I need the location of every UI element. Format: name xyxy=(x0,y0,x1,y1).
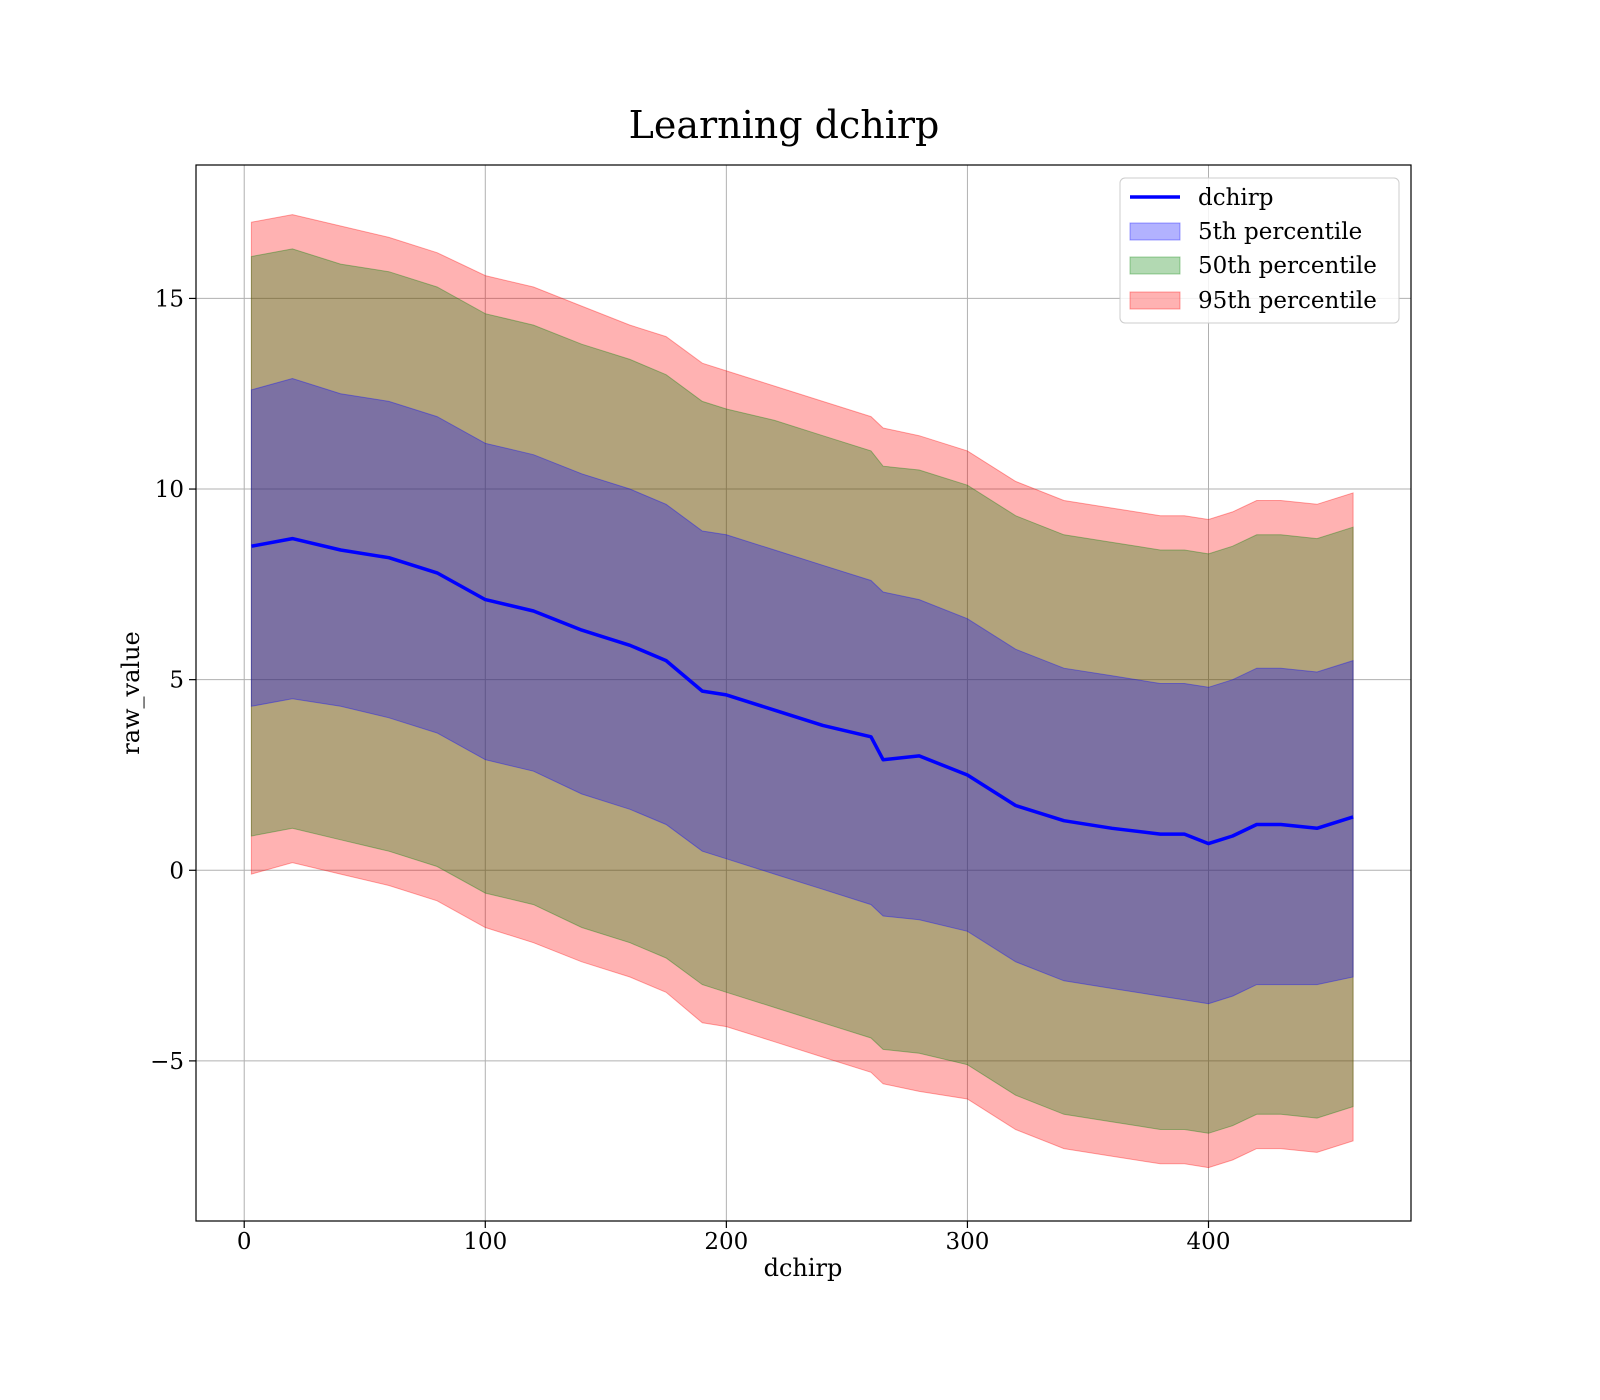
legend-label-dchirp: dchirp xyxy=(1198,185,1274,211)
x-tick-label: 300 xyxy=(945,1229,989,1255)
x-tick-label: 0 xyxy=(237,1229,252,1255)
legend-label-50th-percentile: 50th percentile xyxy=(1198,253,1377,279)
x-axis-label: dchirp xyxy=(764,1254,843,1282)
plot-frame xyxy=(195,164,1412,1222)
x-axis-ticks: 0 100 200 300 400 xyxy=(237,1221,1231,1255)
band-5th-percentile xyxy=(250,377,1354,1005)
legend-swatch-5th-percentile xyxy=(1129,222,1181,241)
legend: dchirp 5th percentile 50th percentile 95th … xyxy=(1119,177,1400,324)
y-tick-label: −5 xyxy=(150,1049,184,1075)
x-tick-label: 400 xyxy=(1187,1229,1231,1255)
y-axis-ticks: −5 0 5 10 15 xyxy=(150,286,196,1075)
x-tick-label: 100 xyxy=(463,1229,507,1255)
y-axis-label: raw_value xyxy=(117,631,145,755)
legend-box xyxy=(1119,177,1400,324)
y-tick-label: 10 xyxy=(155,477,184,503)
line-dchirp xyxy=(251,536,1354,846)
y-tick-label: 15 xyxy=(155,286,184,312)
band-50th-percentile xyxy=(250,248,1354,1134)
legend-label-5th-percentile: 5th percentile xyxy=(1198,219,1362,245)
x-tick-label: 200 xyxy=(704,1229,748,1255)
y-tick-label: 5 xyxy=(169,668,184,694)
band-95th-percentile xyxy=(250,214,1354,1169)
percentile-bands xyxy=(250,214,1354,1169)
chart-title: Learning dchirp xyxy=(629,103,940,147)
legend-label-95th-percentile: 95th percentile xyxy=(1198,288,1377,314)
series-lines xyxy=(251,536,1354,846)
y-tick-label: 0 xyxy=(169,858,184,884)
legend-swatch-95th-percentile xyxy=(1129,291,1181,310)
legend-swatch-50th-percentile xyxy=(1129,256,1181,275)
